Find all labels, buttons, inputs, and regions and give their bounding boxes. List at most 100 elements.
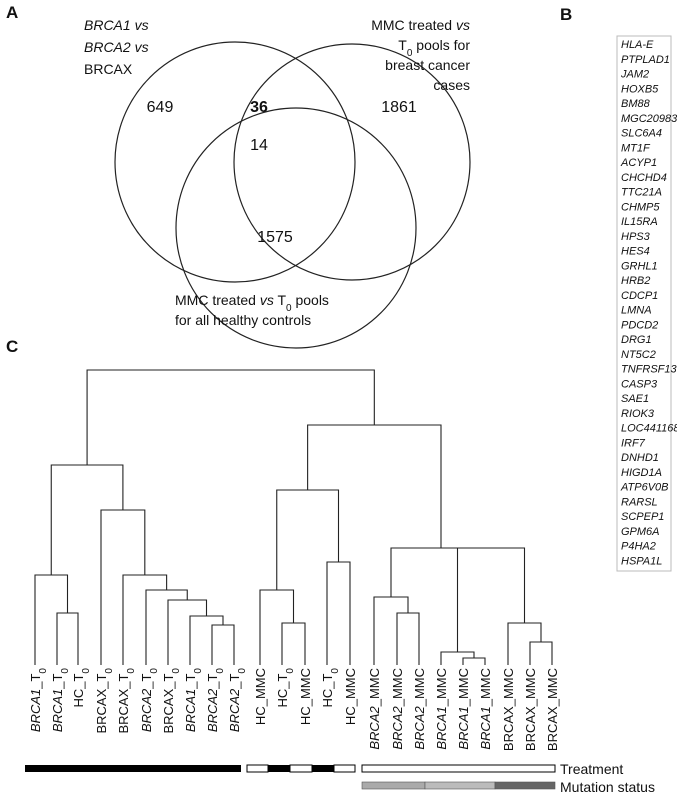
treatment-bar	[312, 765, 334, 772]
dendrogram-branch	[281, 622, 306, 665]
dendrogram-branch	[373, 596, 409, 665]
leaf-label: BRCA2_T0	[139, 668, 160, 733]
leaf-label: HC_T0	[275, 668, 296, 708]
gene-name: HES4	[621, 246, 650, 258]
mutation-bar	[361, 781, 426, 790]
dendrogram-branch	[34, 574, 69, 665]
dendrogram	[34, 369, 553, 665]
leaf-label: BRCAX_MMC	[523, 668, 538, 751]
dendrogram-branch	[276, 489, 340, 590]
treatment-bar	[246, 764, 269, 773]
leaf-label: BRCA2_MMC	[390, 668, 405, 750]
track-label: Mutation status	[560, 779, 655, 795]
tracks	[25, 764, 556, 790]
leaf-label: BRCA1_MMC	[434, 668, 449, 750]
leaf-label: BRCA2_T0	[227, 668, 248, 733]
gene-name: PTPLAD1	[621, 54, 670, 66]
gene-name: RIOK3	[621, 408, 655, 420]
dendrogram-branch	[122, 574, 168, 665]
gene-name: NT5C2	[621, 349, 656, 361]
gene-name: SLC6A4	[621, 128, 662, 140]
venn-label: T0 pools for	[398, 37, 470, 59]
venn-label: BRCAX	[84, 61, 133, 77]
treatment-bar	[361, 764, 556, 773]
leaf-label: HC_T0	[71, 668, 92, 708]
venn-circle	[175, 107, 417, 349]
leaf-label: HC_MMC	[253, 668, 268, 725]
dendrogram-branch	[507, 622, 542, 665]
gene-name: HOXB5	[621, 83, 659, 95]
gene-name: HPS3	[621, 231, 651, 243]
dendrogram-branch	[145, 589, 188, 665]
gene-name: CHMP5	[621, 201, 660, 213]
leaf-label: HC_T0	[320, 668, 341, 708]
gene-name: IRF7	[621, 437, 646, 449]
leaf-label: HC_MMC	[343, 668, 358, 725]
venn-label: MMC treated vs	[371, 17, 470, 33]
gene-name: PDCD2	[621, 319, 658, 331]
leaf-label: BRCAX_T0	[94, 668, 115, 734]
dendrogram-branch	[189, 615, 224, 665]
venn-circle	[233, 43, 471, 281]
venn-count: 36	[250, 99, 268, 116]
venn-circles	[114, 41, 471, 349]
dendrogram-branch	[259, 589, 295, 665]
leaf-label: BRCA2_MMC	[412, 668, 427, 750]
gene-name: RARSL	[621, 496, 658, 508]
leaf-label: BRCAX_T0	[116, 668, 137, 734]
dendrogram-branch	[456, 547, 526, 652]
leaf-label: BRCA1_MMC	[478, 668, 493, 750]
gene-name: HRB2	[621, 275, 650, 287]
gene-name: MGC20983	[621, 113, 677, 125]
leaf-label: BRCA1_T0	[28, 668, 49, 733]
gene-name: DNHD1	[621, 452, 659, 464]
dendrogram-branch	[326, 561, 351, 665]
venn-label: BRCA2 vs	[84, 39, 149, 55]
leaf-label: HC_MMC	[298, 668, 313, 725]
leaf-label: BRCAX_MMC	[501, 668, 516, 751]
dendrogram-branch	[462, 657, 486, 665]
panel-label: B	[560, 5, 572, 24]
gene-name: CASP3	[621, 378, 658, 390]
treatment-bar	[25, 765, 241, 772]
leaf-label: BRCA1_T0	[183, 668, 204, 733]
dendrogram-branch	[50, 464, 124, 575]
gene-name: DRG1	[621, 334, 652, 346]
gene-name: ACYP1	[620, 157, 657, 169]
gene-name: LMNA	[621, 305, 652, 317]
gene-name: GRHL1	[621, 260, 658, 272]
gene-name: CDCP1	[621, 290, 658, 302]
dendrogram-branch	[167, 599, 208, 665]
panel-label: C	[6, 337, 18, 356]
dendrogram-branch	[529, 641, 553, 665]
dendrogram-branch	[86, 369, 375, 465]
venn-count: 1575	[257, 229, 293, 246]
dendrogram-branch	[56, 612, 79, 665]
venn-label: breast cancer	[385, 57, 470, 73]
leaf-label: BRCAX_MMC	[545, 668, 560, 751]
mutation-bar	[494, 781, 556, 790]
gene-name: JAM2	[620, 69, 649, 81]
leaf-label: BRCA2_MMC	[367, 668, 382, 750]
venn-label: for all healthy controls	[175, 312, 311, 328]
gene-name: SAE1	[621, 393, 649, 405]
venn-count: 649	[147, 99, 174, 116]
gene-box	[616, 35, 672, 572]
dendrogram-branch	[307, 424, 442, 548]
track-label: Treatment	[560, 761, 623, 777]
leaf-label: BRCA2_T0	[205, 668, 226, 733]
venn-count: 1861	[381, 99, 417, 116]
gene-name: SCPEP1	[621, 511, 664, 523]
leaf-label: BRCAX_T0	[161, 668, 182, 734]
gene-name: LOC441168	[621, 423, 677, 435]
gene-name: TTC21A	[621, 187, 662, 199]
gene-name: CHCHD4	[621, 172, 667, 184]
panel-label: A	[6, 3, 18, 22]
gene-name: MT1F	[621, 142, 651, 154]
mutation-bar	[424, 781, 496, 790]
leaf-label: BRCA1_T0	[50, 668, 71, 733]
treatment-bar	[268, 765, 290, 772]
dendrogram-branch	[390, 547, 491, 597]
